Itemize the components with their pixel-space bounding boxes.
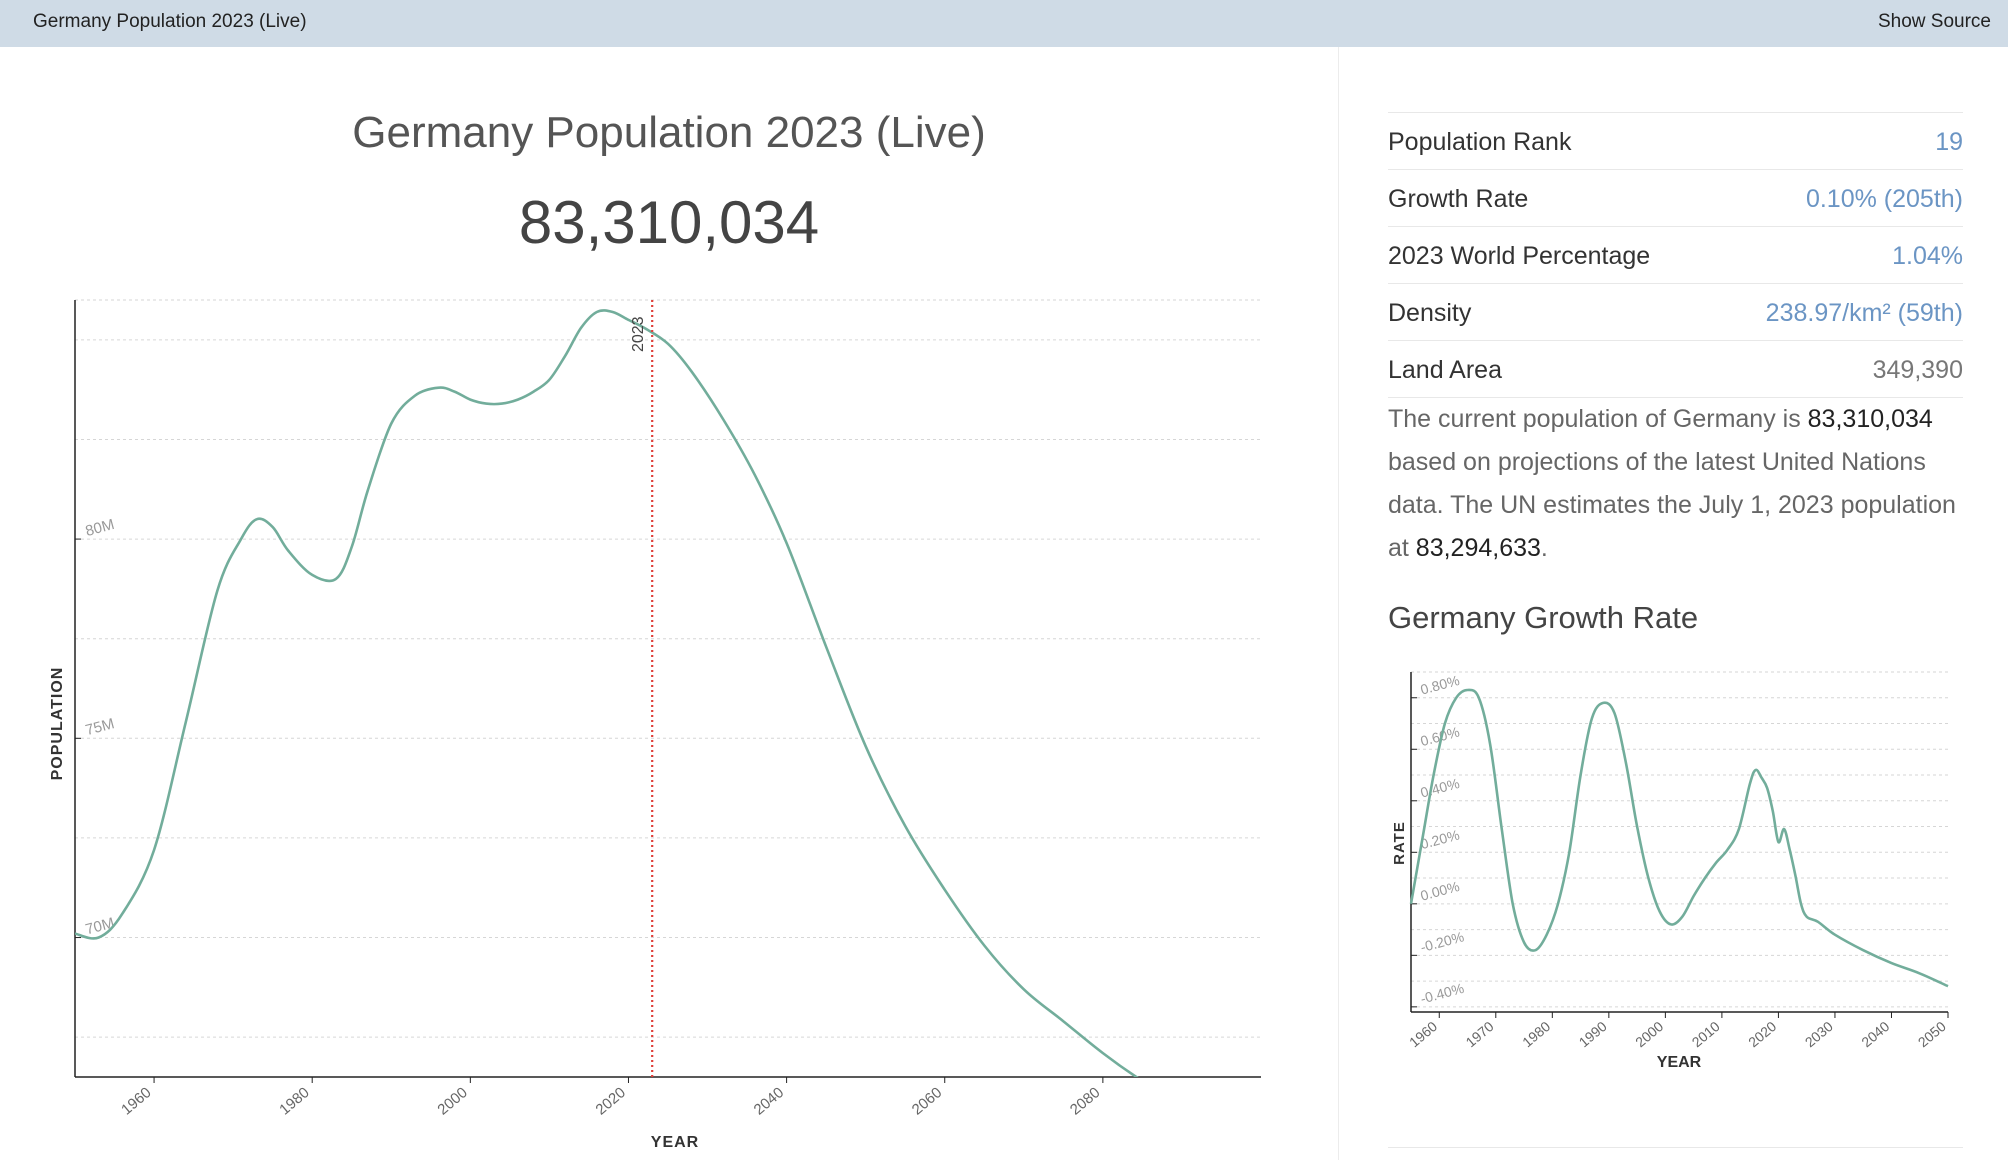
- stat-row-population-rank: Population Rank 19: [1388, 113, 1963, 170]
- column-divider: [1338, 47, 1339, 1160]
- x-tick-label: 1970: [1463, 1018, 1497, 1050]
- x-tick-label: 2030: [1802, 1018, 1836, 1050]
- live-population-counter: 83,310,034: [518, 189, 820, 256]
- current-year-label: 2023: [630, 316, 647, 352]
- y-tick-label: 0.60%: [1419, 723, 1461, 749]
- growth-rate-series-line: [1409, 688, 1949, 988]
- stat-label: Land Area: [1388, 356, 1502, 384]
- stat-value-link[interactable]: 238.97/km² (59th): [1765, 299, 1963, 327]
- x-tick-label: 2080: [1067, 1084, 1103, 1118]
- y-tick-label: 0.20%: [1419, 826, 1461, 852]
- x-tick-label: 1980: [1519, 1018, 1553, 1050]
- y-tick-label: 75M: [84, 715, 117, 739]
- description-text: The current population of Germany is: [1388, 405, 1808, 433]
- x-tick-label: 1960: [1406, 1018, 1440, 1050]
- stat-row-growth-rate: Growth Rate 0.10% (205th): [1388, 170, 1963, 227]
- y-tick-label: 0.00%: [1419, 878, 1461, 904]
- x-tick-label: 2010: [1689, 1018, 1723, 1050]
- y-axis-label: POPULATION: [49, 667, 66, 781]
- x-tick-label: 2040: [1858, 1018, 1892, 1050]
- x-tick-label: 1990: [1576, 1018, 1610, 1050]
- x-axis-label: YEAR: [1657, 1054, 1702, 1071]
- y-tick-label: 0.40%: [1419, 775, 1461, 801]
- y-axis-label: RATE: [1391, 821, 1408, 865]
- x-tick-label: 1980: [276, 1084, 312, 1118]
- description-text: based on projections of the latest Unite…: [1388, 448, 1956, 562]
- stat-row-density: Density 238.97/km² (59th): [1388, 284, 1963, 341]
- stat-value-link[interactable]: 1.04%: [1892, 242, 1963, 270]
- stat-label: Growth Rate: [1388, 185, 1529, 213]
- x-tick-label: 2000: [1632, 1018, 1666, 1050]
- x-tick-label: 2040: [751, 1084, 787, 1118]
- stat-value: 349,390: [1872, 356, 1963, 384]
- description-un-estimate: 83,294,633: [1415, 534, 1541, 562]
- show-source-link[interactable]: Show Source: [1877, 11, 1991, 32]
- bottom-divider: [1388, 1147, 1963, 1148]
- topbar-title: Germany Population 2023 (Live): [33, 11, 307, 32]
- population-series-line: [75, 309, 1139, 1077]
- x-tick-label: 2050: [1915, 1018, 1949, 1050]
- population-description: The current population of Germany is 83,…: [1388, 398, 1968, 570]
- y-tick-label: 80M: [84, 516, 117, 540]
- stat-row-land-area: Land Area 349,390: [1388, 341, 1963, 398]
- stat-label: 2023 World Percentage: [1388, 242, 1651, 270]
- page-title: Germany Population 2023 (Live): [352, 108, 986, 157]
- x-tick-label: 2060: [909, 1084, 945, 1118]
- x-tick-label: 1960: [118, 1084, 154, 1118]
- stat-label: Density: [1388, 299, 1472, 327]
- stat-row-world-percentage: 2023 World Percentage 1.04%: [1388, 227, 1963, 284]
- y-tick-label: -0.40%: [1419, 980, 1466, 1007]
- x-axis-label: YEAR: [651, 1134, 699, 1151]
- y-tick-label: -0.20%: [1419, 928, 1466, 955]
- description-current-population: 83,310,034: [1807, 405, 1933, 433]
- x-tick-label: 2020: [593, 1084, 629, 1118]
- x-tick-label: 2000: [434, 1084, 470, 1118]
- stats-table: Population Rank 19 Growth Rate 0.10% (20…: [1388, 112, 1963, 398]
- stat-value-link[interactable]: 0.10% (205th): [1805, 185, 1963, 213]
- growth-rate-title: Germany Growth Rate: [1388, 600, 1699, 635]
- stat-value-link[interactable]: 19: [1935, 128, 1963, 156]
- stat-label: Population Rank: [1388, 128, 1572, 156]
- y-tick-label: 0.80%: [1419, 672, 1461, 698]
- x-tick-label: 2020: [1745, 1018, 1779, 1050]
- top-bar: Germany Population 2023 (Live) Show Sour…: [0, 0, 2008, 47]
- description-text: .: [1540, 534, 1548, 562]
